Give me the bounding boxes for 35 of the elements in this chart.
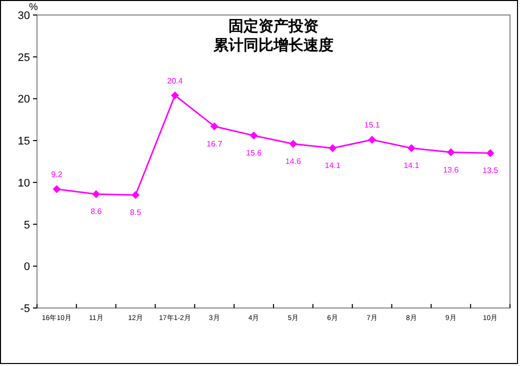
point [328,144,337,152]
y-tick-label: 30 [18,10,30,22]
data-label: 13.5 [482,166,499,176]
y-axis-title: % [29,2,38,13]
data-label: 8.5 [130,208,142,217]
point [407,144,416,152]
point [486,149,494,158]
data-label: 20.4 [167,76,184,86]
data-label: 14.1 [404,161,420,170]
y-tick-label: 5 [24,219,30,232]
data-label: 15.6 [246,148,262,158]
y-tick-label: 10 [18,177,30,190]
y-tick-label: 20 [18,94,30,106]
point [446,148,455,156]
point [250,132,258,140]
data-label: 15.1 [364,120,380,130]
point [92,190,100,198]
y-tick-label: -5 [20,303,30,315]
point [52,185,61,194]
chart-title: 固定资产投资 [228,17,318,35]
point [289,140,298,148]
data-label: 9.2 [51,170,63,180]
text: 累计同比增长速度 [212,36,334,54]
data-label: 14.1 [324,161,341,170]
y-tick-label: 15 [18,136,30,148]
point [210,122,218,130]
data-label: 16.7 [206,139,223,148]
y-tick-label: 25 [18,52,30,64]
y-tick-label: 0 [24,261,30,274]
point [170,91,179,100]
data-label: 13.6 [443,165,460,174]
data-label: 14.6 [285,156,302,166]
data-label: 8.6 [90,207,102,216]
point [132,190,140,199]
point [368,136,376,144]
